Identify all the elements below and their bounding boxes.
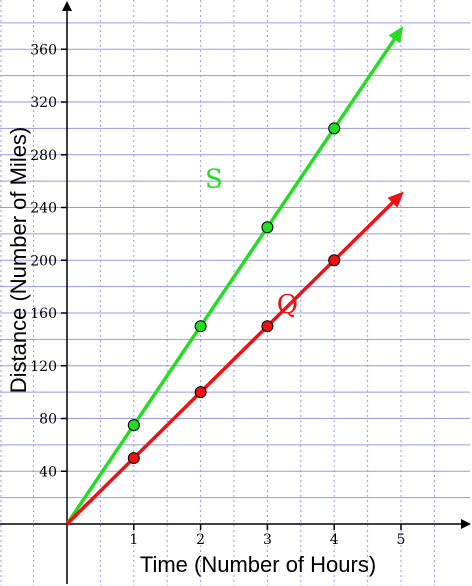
series-s: S — [65, 26, 404, 525]
data-point-s — [194, 320, 207, 333]
y-tick-label: 200 — [30, 253, 57, 269]
series-group: SQ — [65, 26, 404, 526]
y-tick-label: 360 — [30, 42, 57, 58]
data-point-s — [127, 419, 140, 432]
y-tick-label: 40 — [39, 464, 57, 480]
x-tick-label: 5 — [397, 532, 406, 548]
series-q: Q — [65, 191, 404, 526]
data-point-s — [261, 221, 274, 234]
x-tick-label: 1 — [129, 532, 138, 548]
y-tick-label: 120 — [30, 359, 57, 375]
data-point-s — [328, 122, 341, 135]
data-point-q — [194, 386, 207, 399]
series-label-q: Q — [277, 290, 298, 320]
data-point-q — [328, 254, 341, 267]
y-axis-title: Distance (Number of Miles) — [6, 127, 31, 394]
data-point-q — [261, 320, 274, 333]
y-tick-label: 80 — [39, 412, 57, 428]
y-tick-label: 160 — [30, 306, 57, 322]
x-axis-title: Time (Number of Hours) — [140, 552, 376, 577]
series-line-s — [65, 26, 404, 525]
x-tick-label: 2 — [196, 532, 205, 548]
x-tick-label: 4 — [330, 532, 339, 548]
y-tick-label: 280 — [30, 148, 57, 164]
tick-labels: 40 80 120 160 200 240 280 320 360 1 2 3 4 5 — [30, 42, 405, 548]
y-tick-label: 240 — [30, 201, 57, 217]
data-point-q — [127, 452, 140, 465]
series-label-s: S — [205, 165, 223, 195]
y-tick-label: 320 — [30, 95, 57, 111]
series-line-q — [65, 191, 404, 526]
x-tick-label: 3 — [263, 532, 272, 548]
